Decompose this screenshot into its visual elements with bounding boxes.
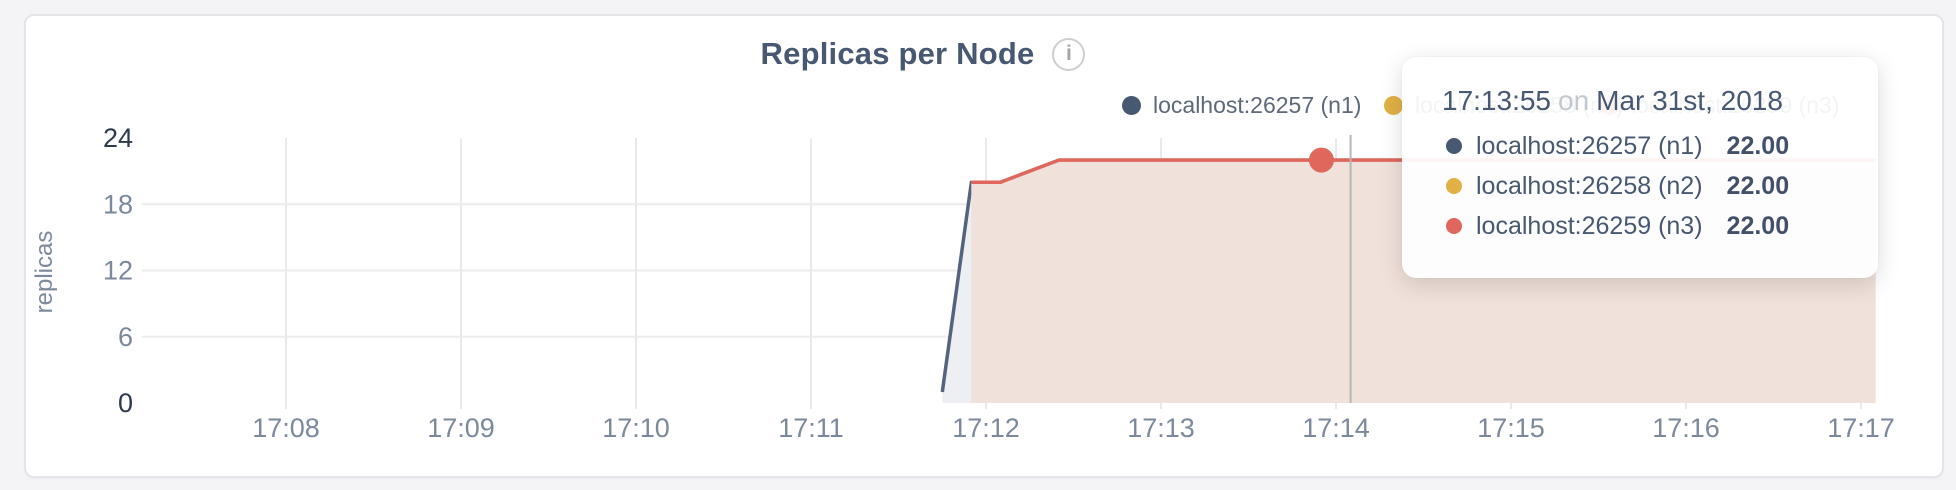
y-axis-tick-label: 0: [118, 388, 133, 418]
x-axis-tick-label: 17:11: [778, 413, 844, 443]
tooltip-dot-n1-icon: [1446, 138, 1462, 154]
tooltip-series-value: 22.00: [1726, 211, 1790, 240]
tooltip-series-label: localhost:26258 (n2): [1476, 171, 1703, 200]
y-axis-tick-label: 12: [103, 256, 133, 286]
hover-tooltip: 17:13:55 on Mar 31st, 2018 localhost:26257…: [1402, 57, 1878, 278]
legend-label-n1: localhost:26257 (n1): [1153, 92, 1362, 118]
x-axis-tick-label: 17:16: [1652, 413, 1720, 443]
page-title: Replicas per Node: [760, 36, 1035, 71]
x-axis-tick-label: 17:15: [1477, 413, 1545, 443]
x-axis-tick-label: 17:09: [427, 413, 495, 443]
y-axis-tick-label: 6: [118, 322, 133, 352]
tooltip-header: 17:13:55 on Mar 31st, 2018: [1442, 85, 1840, 117]
y-axis-title: replicas: [31, 231, 58, 314]
tooltip-row: localhost:26257 (n1) 22.00: [1442, 126, 1840, 166]
tooltip-connector: on: [1558, 85, 1590, 116]
y-axis-tick-label: 24: [103, 123, 133, 153]
x-axis-tick-label: 17:17: [1827, 413, 1895, 443]
tooltip-row: localhost:26258 (n2) 22.00: [1442, 166, 1840, 206]
tooltip-dot-n2-icon: [1446, 178, 1462, 194]
x-axis-tick-label: 17:08: [252, 413, 320, 443]
tooltip-date: Mar 31st, 2018: [1596, 85, 1783, 116]
x-axis-tick-label: 17:13: [1127, 413, 1195, 443]
legend-dot-n2-icon: [1384, 96, 1403, 115]
legend-item-n1[interactable]: localhost:26257 (n1): [1122, 92, 1361, 119]
tooltip-row: localhost:26259 (n3) 22.00: [1442, 206, 1840, 246]
chart-header: Replicas per Node i: [0, 34, 1846, 74]
y-axis-tick-label: 18: [103, 189, 133, 219]
tooltip-series-value: 22.00: [1726, 131, 1790, 160]
x-axis-tick-label: 17:12: [952, 413, 1020, 443]
x-axis-tick-label: 17:14: [1302, 413, 1370, 443]
hover-point-marker: [1308, 147, 1334, 173]
tooltip-series-label: localhost:26257 (n1): [1476, 131, 1703, 160]
info-icon[interactable]: i: [1052, 37, 1086, 71]
tooltip-dot-n3-icon: [1446, 218, 1462, 234]
tooltip-time: 17:13:55: [1442, 85, 1551, 116]
legend-dot-n1-icon: [1122, 96, 1141, 115]
x-axis-tick-label: 17:10: [602, 413, 670, 443]
tooltip-series-label: localhost:26259 (n3): [1476, 211, 1703, 240]
tooltip-series-value: 22.00: [1726, 171, 1790, 200]
